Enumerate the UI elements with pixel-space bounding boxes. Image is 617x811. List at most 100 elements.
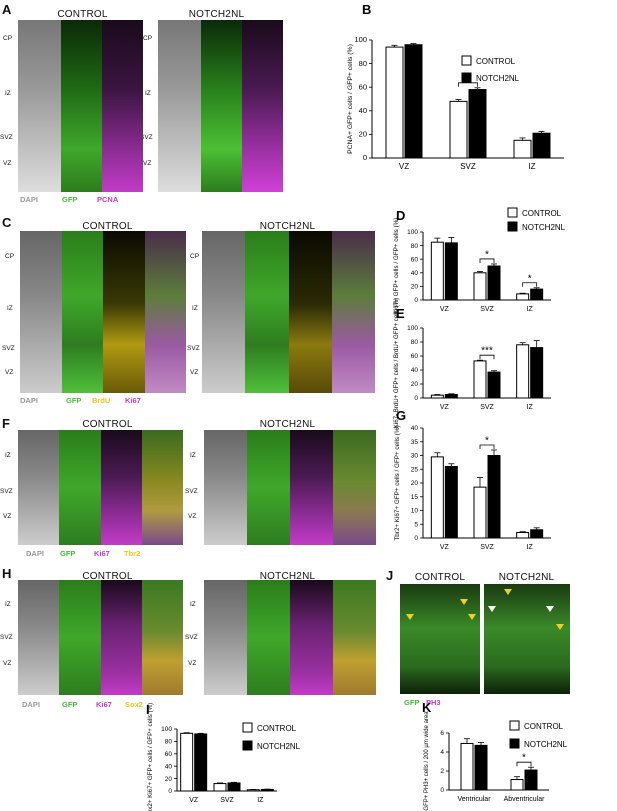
significance-bracket: [479, 444, 495, 449]
y-tick-label: 40: [359, 106, 367, 115]
micrograph-j-control: [400, 584, 480, 694]
zone-iz-a: IZ: [5, 90, 11, 97]
micrograph-c-notch: [202, 231, 375, 393]
x-tick-label: IZ: [527, 306, 534, 313]
y-axis-label: Tbr2+ Ki67+ GFP+ cells / GFP+ cells (%): [394, 425, 401, 540]
y-tick-label: 0: [414, 395, 418, 402]
channel-gfp-f: GFP: [60, 549, 76, 558]
zone-vz-h: VZ: [3, 660, 12, 667]
y-tick-label: 40: [165, 763, 173, 770]
zone-vz-f2: VZ: [188, 513, 197, 520]
zone-vz-h2: VZ: [188, 660, 197, 667]
arrowhead-icon: [488, 606, 496, 612]
zone-iz-f2: IZ: [190, 452, 196, 459]
significance-stars: *: [522, 753, 526, 764]
x-tick-label: Ventricular: [457, 796, 491, 803]
legend-swatch: [461, 55, 472, 66]
y-tick-label: 60: [411, 353, 419, 360]
x-tick-label: SVZ: [460, 162, 476, 171]
bar: [260, 788, 274, 792]
panel-h-notch-title: NOTCH2NL: [259, 571, 316, 582]
panel-letter-c: C: [2, 215, 12, 230]
panel-j-control-title: CONTROL: [414, 572, 466, 583]
x-tick-label: SVZ: [480, 544, 494, 551]
legend-label: CONTROL: [522, 209, 562, 218]
significance-stars: ***: [481, 346, 493, 357]
zone-iz-a2: IZ: [145, 90, 151, 97]
bar: [473, 486, 487, 539]
y-axis-label: GFP+ PH3+ cells / 200 µm wide area: [424, 711, 430, 811]
arrowhead-icon: [468, 614, 476, 620]
y-tick-label: 80: [359, 59, 367, 68]
bar: [510, 779, 524, 791]
arrowhead-icon: [460, 599, 468, 605]
y-tick-label: 20: [359, 130, 367, 139]
micrograph-f-control: [18, 430, 183, 545]
y-tick-label: 100: [161, 726, 172, 733]
bar: [194, 733, 208, 792]
bar: [530, 529, 544, 539]
channel-ki67-h: Ki67: [96, 700, 112, 709]
significance-bracket: [479, 258, 495, 263]
zone-cp-c2: CP: [190, 253, 200, 260]
x-tick-label: VZ: [440, 544, 450, 551]
channel-gfp-h: GFP: [62, 700, 78, 709]
legend-swatch: [507, 221, 518, 232]
bar: [460, 742, 474, 791]
y-tick-label: 40: [411, 270, 419, 277]
legend-swatch: [509, 720, 520, 731]
micrograph-h-control: [18, 580, 183, 695]
y-tick-label: 0: [440, 787, 444, 794]
x-tick-label: SVZ: [480, 404, 494, 411]
zone-iz-c: IZ: [7, 305, 13, 312]
panel-letter-d: D: [396, 208, 405, 223]
legend-label: NOTCH2NL: [522, 223, 566, 232]
significance-bracket: [522, 282, 538, 287]
significance-stars: *: [485, 249, 489, 260]
x-tick-label: VZ: [440, 306, 450, 313]
bar: [487, 455, 501, 539]
y-tick-label: 0: [168, 788, 172, 795]
y-tick-label: 30: [411, 453, 419, 460]
y-tick-label: 60: [411, 256, 419, 263]
y-tick-label: 40: [411, 367, 419, 374]
micrograph-a-notch: [158, 20, 283, 192]
panel-letter-g: G: [396, 408, 406, 423]
bar: [474, 744, 488, 791]
bar: [430, 241, 444, 301]
y-tick-label: 100: [407, 325, 418, 332]
bar: [180, 732, 194, 792]
zone-svz-c2: SVZ: [187, 345, 200, 352]
arrowhead-icon: [406, 614, 414, 620]
bar: [449, 100, 468, 159]
channel-gfp-a: GFP: [62, 195, 78, 204]
zone-iz-f: IZ: [5, 452, 11, 459]
zone-vz-a2: VZ: [143, 160, 152, 167]
legend-swatch: [242, 740, 253, 751]
zone-cp-c: CP: [5, 253, 15, 260]
legend-label: NOTCH2NL: [257, 742, 301, 751]
panel-letter-f: F: [2, 416, 10, 431]
panel-j-notch-title: NOTCH2NL: [498, 572, 555, 583]
channel-dapi-f: DAPI: [26, 549, 44, 558]
channel-ki67-f: Ki67: [94, 549, 110, 558]
zone-svz-f2: SVZ: [185, 488, 198, 495]
x-tick-label: IZ: [527, 404, 534, 411]
bar: [487, 371, 501, 399]
y-tick-label: 15: [411, 494, 419, 501]
y-tick-label: 20: [411, 480, 419, 487]
channel-tbr2-f: Tbr2: [124, 549, 141, 558]
channel-gfp-c: GFP: [66, 396, 82, 405]
y-tick-label: 2: [440, 768, 444, 775]
x-tick-label: VZ: [189, 797, 199, 804]
bar: [213, 783, 227, 792]
y-tick-label: 10: [411, 508, 419, 515]
bar: [430, 394, 444, 399]
y-tick-label: 20: [165, 776, 173, 783]
zone-vz-f: VZ: [3, 513, 12, 520]
panel-f-notch-title: NOTCH2NL: [259, 419, 316, 430]
channel-gfp-j: GFP: [404, 698, 420, 707]
y-tick-label: 100: [407, 229, 418, 236]
x-tick-label: VZ: [399, 162, 409, 171]
